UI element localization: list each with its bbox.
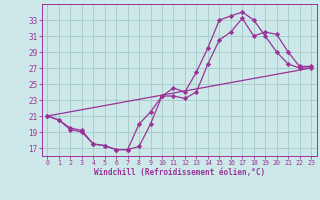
X-axis label: Windchill (Refroidissement éolien,°C): Windchill (Refroidissement éolien,°C) — [94, 168, 265, 177]
